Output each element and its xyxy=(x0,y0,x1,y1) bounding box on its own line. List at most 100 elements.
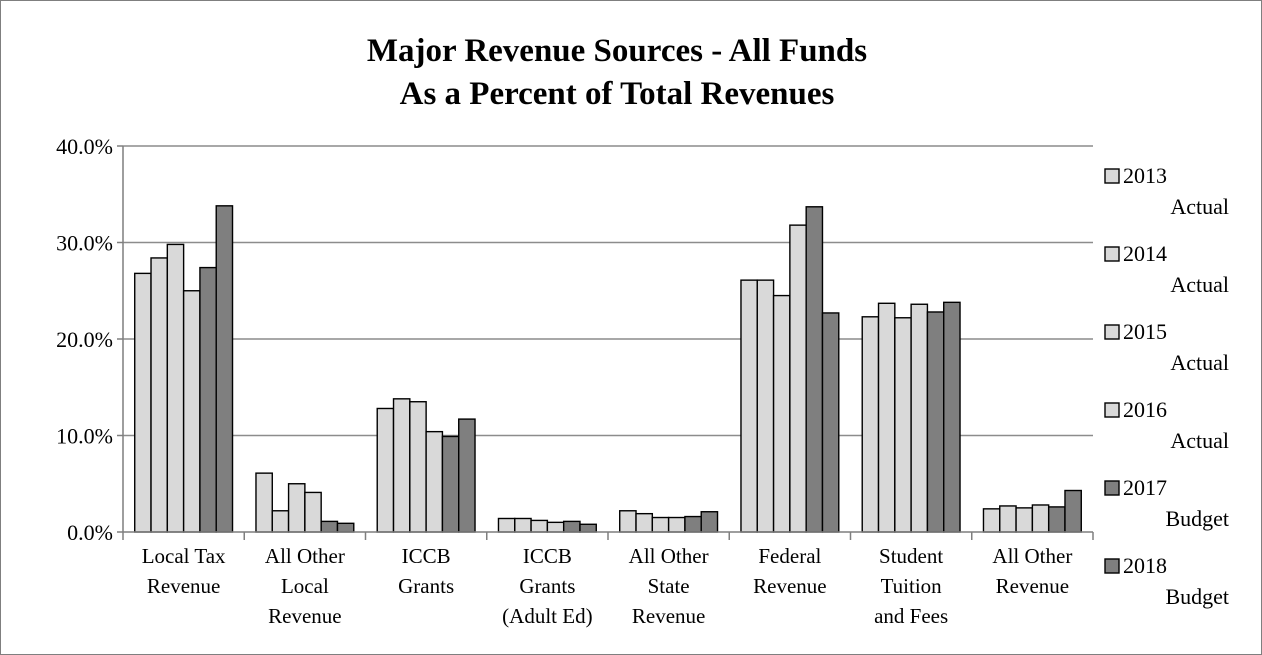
bar xyxy=(182,290,201,533)
chart-title-line-1: Major Revenue Sources - All Funds xyxy=(367,33,867,69)
chart-title-line-2: As a Percent of Total Revenues xyxy=(400,76,835,112)
x-axis-categories: Local Tax Revenue All Other Local Revenue ICC… xyxy=(142,544,1073,628)
bar xyxy=(530,519,549,533)
category-label: All Other xyxy=(629,544,709,568)
bar xyxy=(392,398,411,533)
category-label: Student xyxy=(879,544,943,568)
bar xyxy=(684,515,702,533)
bar xyxy=(376,407,395,533)
bar xyxy=(514,517,532,533)
legend-label: 2017 xyxy=(1123,475,1167,500)
legend-label: Budget xyxy=(1165,584,1229,609)
legend-swatch xyxy=(1104,558,1120,574)
bar xyxy=(579,523,597,533)
category-label: ICCB xyxy=(402,544,451,568)
bar xyxy=(982,508,1001,533)
legend-swatch xyxy=(1104,168,1120,184)
legend-label: 2018 xyxy=(1123,553,1167,578)
bar xyxy=(740,279,758,533)
bar xyxy=(320,520,339,533)
bar xyxy=(134,272,152,533)
category-label: Grants xyxy=(519,574,575,598)
bars xyxy=(134,205,1082,533)
legend-label: Budget xyxy=(1165,506,1229,531)
y-axis-ticks: 0.0% 10.0% 20.0% 30.0% 40.0% xyxy=(56,134,113,545)
bar xyxy=(700,511,719,533)
legend-label: 2015 xyxy=(1123,319,1167,344)
bar xyxy=(287,483,306,533)
category-label: State xyxy=(648,574,690,598)
bar xyxy=(999,505,1017,533)
y-tick-label: 40.0% xyxy=(56,134,113,159)
bar xyxy=(635,512,654,533)
y-tick-label: 30.0% xyxy=(56,231,113,256)
legend-label: 2013 xyxy=(1123,163,1167,188)
category-label: Local Tax xyxy=(142,544,226,568)
legend-swatch xyxy=(1104,480,1120,496)
bar xyxy=(497,517,516,533)
bar xyxy=(255,472,273,533)
bar xyxy=(789,224,807,533)
bar xyxy=(877,302,896,533)
category-label: (Adult Ed) xyxy=(502,604,592,628)
category-label: All Other xyxy=(992,544,1072,568)
axes xyxy=(117,145,1094,540)
bar xyxy=(409,401,427,533)
y-tick-label: 0.0% xyxy=(67,520,113,545)
bar xyxy=(458,418,476,533)
legend-label: Actual xyxy=(1170,428,1229,453)
legend-swatch xyxy=(1104,324,1120,340)
category-label: Revenue xyxy=(268,604,341,628)
category-label: All Other xyxy=(265,544,345,568)
bar xyxy=(861,316,880,533)
legend: 2013Actual2014Actual2015Actual2016Actual… xyxy=(1104,163,1229,609)
category-label: Grants xyxy=(398,574,454,598)
category-label: Federal xyxy=(758,544,821,568)
bar xyxy=(1015,507,1034,533)
bar xyxy=(215,205,234,533)
category-label: ICCB xyxy=(523,544,572,568)
legend-swatch xyxy=(1104,246,1120,262)
category-label: Revenue xyxy=(147,574,220,598)
bar xyxy=(304,491,322,533)
y-tick-label: 10.0% xyxy=(56,424,113,449)
bar xyxy=(651,516,670,533)
legend-label: 2016 xyxy=(1123,397,1167,422)
bar xyxy=(926,311,945,533)
bar xyxy=(562,520,581,533)
category-label: Revenue xyxy=(996,574,1069,598)
legend-label: Actual xyxy=(1170,272,1229,297)
bar xyxy=(910,303,929,533)
bar xyxy=(166,243,185,533)
category-label: Revenue xyxy=(753,574,826,598)
legend-label: Actual xyxy=(1170,350,1229,375)
bar xyxy=(546,521,565,533)
bar xyxy=(667,516,686,533)
bar xyxy=(1064,489,1082,533)
legend-label: Actual xyxy=(1170,194,1229,219)
bar xyxy=(756,279,775,533)
bar xyxy=(199,266,217,533)
bar xyxy=(1031,504,1050,533)
category-label: Local xyxy=(281,574,329,598)
category-label: Revenue xyxy=(632,604,705,628)
bar xyxy=(1047,506,1066,533)
bar xyxy=(943,301,961,533)
bar xyxy=(894,317,912,533)
bar xyxy=(150,257,169,533)
bar xyxy=(772,294,791,533)
legend-label: 2014 xyxy=(1123,241,1167,266)
legend-swatch xyxy=(1104,402,1120,418)
bar xyxy=(805,206,824,533)
category-label: and Fees xyxy=(874,604,948,628)
bar xyxy=(336,522,355,533)
bar xyxy=(425,430,444,533)
category-label: Tuition xyxy=(881,574,943,598)
y-tick-label: 20.0% xyxy=(56,327,113,352)
bar xyxy=(271,510,290,533)
bar xyxy=(619,510,637,533)
bar xyxy=(441,435,460,533)
bar xyxy=(821,312,840,533)
